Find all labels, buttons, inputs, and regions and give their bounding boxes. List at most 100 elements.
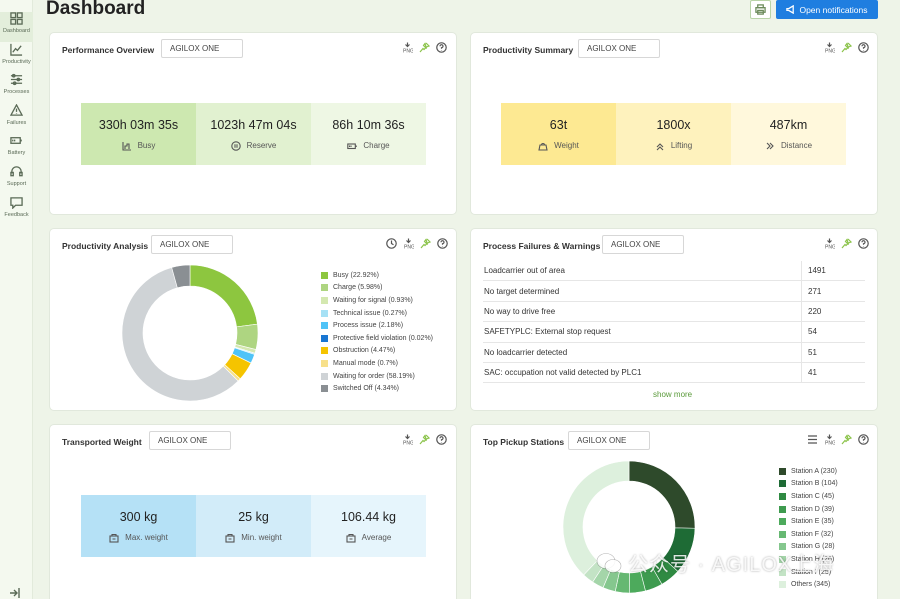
- donut-slice-busy[interactable]: [189, 264, 258, 328]
- legend-item[interactable]: Station G (28): [779, 541, 838, 554]
- legend-item[interactable]: Switched Off (4.34%): [321, 382, 433, 395]
- legend-item[interactable]: Others (345): [779, 578, 838, 591]
- headset-icon: [10, 166, 23, 177]
- stat-tile-busy: 330h 03m 35s Busy: [81, 103, 196, 165]
- sidebar-item-dashboard[interactable]: Dashboard: [0, 12, 33, 42]
- export-png-button[interactable]: PNG: [824, 434, 835, 445]
- table-row[interactable]: No way to drive free 220: [483, 301, 865, 323]
- table-row[interactable]: SAC: occupation not valid detected by PL…: [483, 362, 865, 384]
- legend-item[interactable]: Protective field violation (0.02%): [321, 332, 433, 345]
- stat-value: 106.44 kg: [341, 509, 396, 524]
- legend-item[interactable]: Station I (25): [779, 566, 838, 579]
- legend-item[interactable]: Waiting for order (58.19%): [321, 370, 433, 383]
- svg-text:PNG: PNG: [404, 245, 414, 250]
- vehicle-select[interactable]: AGILOX ONE: [149, 431, 231, 450]
- failure-count: 54: [801, 322, 865, 342]
- stat-label: Average: [361, 533, 392, 542]
- table-row[interactable]: No target determined 271: [483, 281, 865, 302]
- show-more-link[interactable]: show more: [653, 390, 693, 399]
- vehicle-select[interactable]: AGILOX ONE: [602, 235, 684, 254]
- legend-item[interactable]: Waiting for signal (0.93%): [321, 294, 433, 307]
- legend-swatch: [779, 543, 786, 551]
- legend-item[interactable]: Process issue (2.18%): [321, 319, 433, 332]
- legend-item[interactable]: Technical issue (0.27%): [321, 307, 433, 320]
- legend-label: Waiting for signal (0.93%): [333, 296, 413, 304]
- pin-icon: [419, 42, 430, 53]
- legend-label: Charge (5.98%): [333, 284, 383, 292]
- legend-swatch: [779, 518, 786, 526]
- battery-icon: [10, 137, 22, 144]
- sliders-icon: [10, 73, 23, 86]
- productivity-summary-card: Productivity Summary AGILOX ONE PNG 63t …: [471, 33, 877, 214]
- pin-button[interactable]: [841, 434, 852, 445]
- help-button[interactable]: [858, 434, 869, 445]
- lift-icon: [656, 142, 664, 150]
- sidebar-item-failures[interactable]: Failures: [0, 104, 33, 134]
- logout-button[interactable]: [9, 586, 23, 598]
- card-title: Process Failures & Warnings: [483, 241, 601, 251]
- donut-slice-others[interactable]: [562, 460, 630, 576]
- legend-label: Station B (104): [791, 480, 838, 488]
- list-view-button[interactable]: [807, 434, 818, 445]
- sidebar-item-battery[interactable]: Battery: [0, 134, 33, 164]
- export-png-button[interactable]: PNG: [824, 42, 835, 53]
- legend-item[interactable]: Station A (230): [779, 465, 838, 478]
- sidebar-item-feedback[interactable]: Feedback: [0, 196, 33, 226]
- sidebar: Dashboard Productivity Processes Failure…: [0, 0, 33, 599]
- vehicle-select[interactable]: AGILOX ONE: [578, 39, 660, 58]
- pin-button[interactable]: [841, 238, 852, 249]
- svg-text:PNG: PNG: [403, 49, 413, 54]
- svg-text:PNG: PNG: [403, 441, 413, 446]
- legend-item[interactable]: Station E (35): [779, 515, 838, 528]
- export-png-button[interactable]: PNG: [402, 434, 413, 445]
- pin-button[interactable]: [419, 434, 430, 445]
- top-pickup-stations-card: Top Pickup Stations AGILOX ONE PNG Stati…: [471, 425, 877, 599]
- help-button[interactable]: [858, 42, 869, 53]
- vehicle-select[interactable]: AGILOX ONE: [151, 235, 233, 254]
- legend-item[interactable]: Manual mode (0.7%): [321, 357, 433, 370]
- sidebar-item-processes[interactable]: Processes: [0, 73, 33, 103]
- legend-item[interactable]: Station H (26): [779, 553, 838, 566]
- table-row[interactable]: Loadcarrier out of area 1491: [483, 261, 865, 282]
- legend-item[interactable]: Station B (104): [779, 478, 838, 491]
- table-row[interactable]: No loadcarrier detected 51: [483, 342, 865, 363]
- vehicle-select[interactable]: AGILOX ONE: [568, 431, 650, 450]
- failure-label: SAC: occupation not valid detected by PL…: [484, 368, 642, 378]
- pin-button[interactable]: [419, 42, 430, 53]
- stat-tile-distance: 487km Distance: [731, 103, 846, 165]
- failures-table: Loadcarrier out of area 1491 No target de…: [483, 261, 865, 384]
- print-button[interactable]: [750, 0, 771, 19]
- stat-label: Charge: [363, 141, 390, 150]
- legend-swatch: [321, 271, 328, 279]
- time-range-button[interactable]: [386, 238, 397, 249]
- help-button[interactable]: [858, 238, 869, 249]
- legend-item[interactable]: Station C (45): [779, 490, 838, 503]
- chart-line-icon: [10, 43, 23, 56]
- donut-slice-waiting-for-order[interactable]: [121, 267, 239, 402]
- legend-item[interactable]: Station D (39): [779, 503, 838, 516]
- legend-item[interactable]: Obstruction (4.47%): [321, 345, 433, 358]
- legend-swatch: [321, 334, 328, 342]
- legend-item[interactable]: Busy (22.92%): [321, 269, 433, 282]
- vehicle-select[interactable]: AGILOX ONE: [161, 39, 243, 58]
- help-button[interactable]: [436, 434, 447, 445]
- export-png-button[interactable]: PNG: [403, 238, 414, 249]
- legend-item[interactable]: Charge (5.98%): [321, 282, 433, 295]
- legend-swatch: [779, 568, 786, 576]
- table-row[interactable]: SAFETYPLC: External stop request 54: [483, 322, 865, 343]
- help-button[interactable]: [436, 42, 447, 53]
- donut-slice-switched-off[interactable]: [171, 264, 191, 289]
- open-notifications-button[interactable]: Open notifications: [776, 0, 878, 19]
- help-button[interactable]: [437, 238, 448, 249]
- export-png-button[interactable]: PNG: [824, 238, 835, 249]
- sidebar-item-support[interactable]: Support: [0, 165, 33, 195]
- pin-button[interactable]: [420, 238, 431, 249]
- legend-item[interactable]: Station F (32): [779, 528, 838, 541]
- sidebar-item-productivity[interactable]: Productivity: [0, 43, 33, 73]
- sidebar-item-label: Support: [6, 181, 27, 187]
- stat-tile-max-weight: 300 kg Max. weight: [81, 495, 196, 557]
- stat-label: Reserve: [246, 141, 277, 150]
- pin-button[interactable]: [841, 42, 852, 53]
- donut-slice-station-a[interactable]: [628, 460, 696, 529]
- export-png-button[interactable]: PNG: [402, 42, 413, 53]
